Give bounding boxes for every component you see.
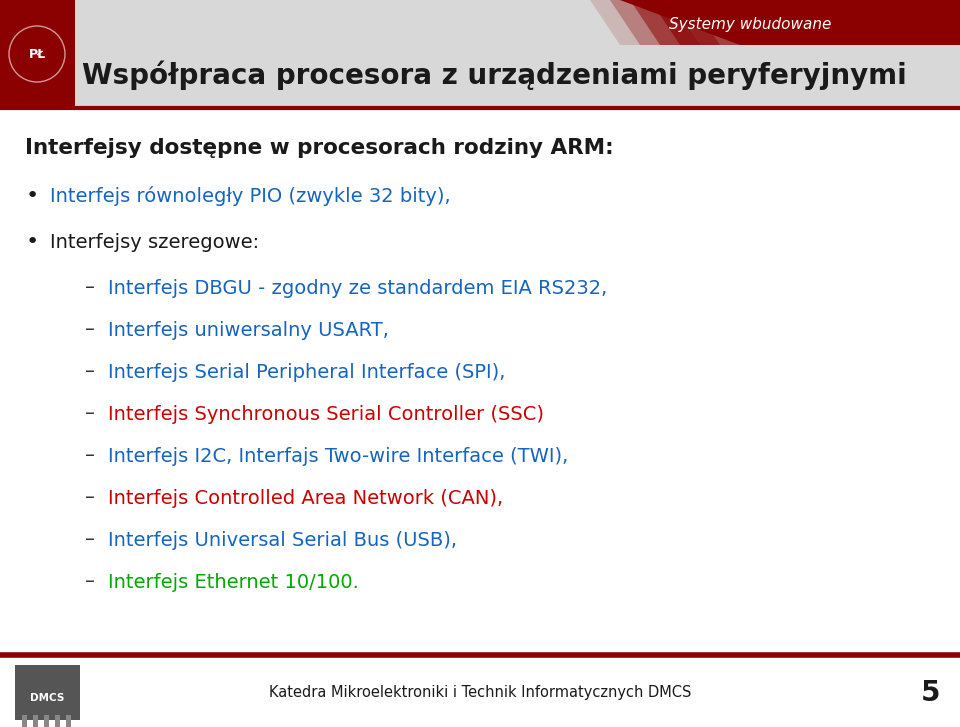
Bar [44, 715, 49, 727]
Polygon shape [620, 0, 960, 45]
Text: Współpraca procesora z urządzeniami peryferyjnymi: Współpraca procesora z urządzeniami pery… [82, 60, 907, 89]
Text: –: – [85, 363, 95, 382]
Bar [66, 715, 71, 727]
Text: DMCS: DMCS [30, 693, 64, 703]
Text: Interfejs równoległy PIO (zwykle 32 bity),: Interfejs równoległy PIO (zwykle 32 bity… [50, 186, 450, 206]
Bar [15, 665, 80, 720]
Text: –: – [85, 531, 95, 550]
Text: –: – [85, 572, 95, 592]
Polygon shape [610, 0, 700, 45]
Polygon shape [630, 0, 720, 45]
Text: PŁ: PŁ [29, 47, 46, 60]
Text: Interfejsy szeregowe:: Interfejsy szeregowe: [50, 233, 259, 252]
Polygon shape [590, 0, 680, 45]
Polygon shape [650, 0, 740, 45]
Text: •: • [25, 186, 38, 206]
Text: –: – [85, 278, 95, 297]
Text: Interfejs Controlled Area Network (CAN),: Interfejs Controlled Area Network (CAN), [108, 489, 503, 507]
Bar [55, 715, 60, 727]
Text: Interfejs Universal Serial Bus (USB),: Interfejs Universal Serial Bus (USB), [108, 531, 457, 550]
Text: Interfejs DBGU - zgodny ze standardem EIA RS232,: Interfejs DBGU - zgodny ze standardem EI… [108, 278, 608, 297]
Text: Interfejs Ethernet 10/100.: Interfejs Ethernet 10/100. [108, 572, 359, 592]
Text: –: – [85, 489, 95, 507]
Bar [0, 0, 75, 108]
Bar [33, 715, 38, 727]
Text: Interfejs Serial Peripheral Interface (SPI),: Interfejs Serial Peripheral Interface (S… [108, 363, 505, 382]
Text: Interfejs Synchronous Serial Controller (SSC): Interfejs Synchronous Serial Controller … [108, 404, 544, 424]
Text: Systemy wbudowane: Systemy wbudowane [669, 17, 831, 33]
Text: Katedra Mikroelektroniki i Technik Informatycznych DMCS: Katedra Mikroelektroniki i Technik Infor… [269, 686, 691, 701]
Text: •: • [25, 232, 38, 252]
Text: –: – [85, 446, 95, 465]
Bar [22, 715, 27, 727]
Text: –: – [85, 321, 95, 340]
Text: Interfejs I2C, Interfajs Two-wire Interface (TWI),: Interfejs I2C, Interfajs Two-wire Interf… [108, 446, 568, 465]
Text: –: – [85, 404, 95, 424]
Text: Interfejs uniwersalny USART,: Interfejs uniwersalny USART, [108, 321, 389, 340]
Bar [0, 0, 960, 108]
Text: Interfejsy dostępne w procesorach rodziny ARM:: Interfejsy dostępne w procesorach rodzin… [25, 138, 613, 158]
Text: 5: 5 [921, 679, 940, 707]
